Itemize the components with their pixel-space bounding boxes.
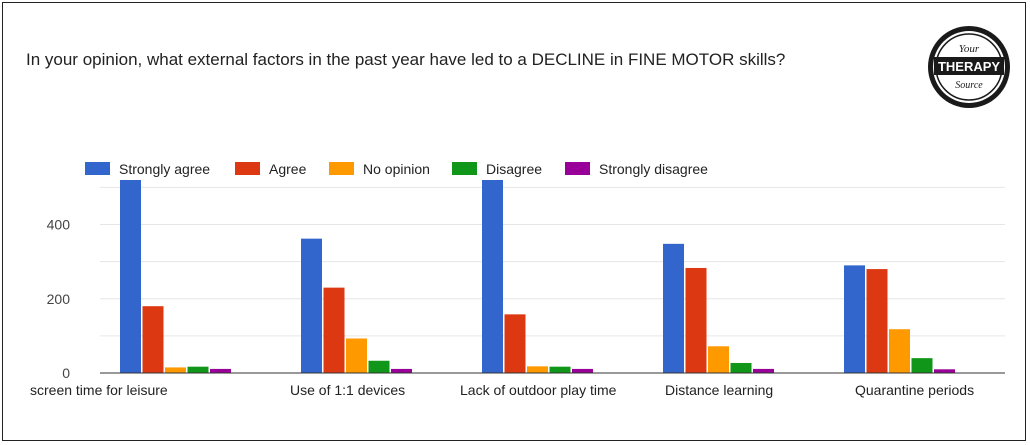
bar bbox=[391, 368, 412, 373]
x-category-label: screen time for leisure bbox=[30, 382, 168, 398]
y-tick-label: 0 bbox=[62, 365, 70, 381]
bar bbox=[730, 362, 752, 373]
bar bbox=[844, 265, 865, 373]
legend-label: Agree bbox=[269, 161, 307, 177]
bar bbox=[482, 180, 503, 373]
legend-swatch bbox=[452, 162, 477, 175]
bar bbox=[120, 180, 141, 373]
bar bbox=[572, 368, 593, 373]
bar bbox=[142, 306, 164, 373]
bar bbox=[549, 366, 571, 373]
x-category-label: Quarantine periods bbox=[855, 382, 974, 398]
logo-seal-icon bbox=[928, 26, 1010, 108]
bar bbox=[368, 360, 390, 373]
bar bbox=[187, 366, 209, 373]
bar bbox=[866, 269, 888, 373]
bar bbox=[889, 329, 910, 373]
bar bbox=[685, 267, 707, 373]
bar bbox=[753, 368, 774, 373]
bars bbox=[120, 180, 955, 373]
bar bbox=[911, 358, 933, 373]
legend: Strongly agree Agree No opinion Disagree Str… bbox=[85, 161, 708, 177]
bar bbox=[708, 346, 729, 373]
x-category-label: Use of 1:1 devices bbox=[290, 382, 405, 398]
therapy-source-logo: Your THERAPY Source bbox=[928, 26, 1010, 108]
legend-label: Disagree bbox=[486, 161, 542, 177]
bar bbox=[934, 369, 955, 373]
legend-swatch bbox=[565, 162, 590, 175]
bar bbox=[165, 367, 186, 373]
y-tick-label: 200 bbox=[47, 291, 71, 307]
axis: 0 200 400 screen time for leisure Use of 1:1… bbox=[30, 217, 1005, 398]
legend-swatch bbox=[329, 162, 354, 175]
legend-label: Strongly agree bbox=[119, 161, 210, 177]
logo-line3: Source bbox=[955, 80, 983, 91]
legend-label: No opinion bbox=[363, 161, 430, 177]
bar bbox=[210, 368, 231, 373]
bar bbox=[663, 243, 684, 373]
legend-swatch bbox=[235, 162, 260, 175]
bar bbox=[504, 314, 526, 373]
x-category-label: Lack of outdoor play time bbox=[460, 382, 617, 398]
x-category-label: Distance learning bbox=[665, 382, 773, 398]
legend-label: Strongly disagree bbox=[599, 161, 708, 177]
y-tick-label: 400 bbox=[47, 217, 71, 233]
bar bbox=[301, 238, 322, 373]
logo-line2: THERAPY bbox=[938, 59, 1000, 74]
bar bbox=[527, 366, 548, 373]
chart-title: In your opinion, what external factors i… bbox=[26, 50, 786, 69]
bar bbox=[346, 338, 367, 373]
legend-swatch bbox=[85, 162, 110, 175]
logo-line1: Your bbox=[959, 43, 980, 55]
bar bbox=[323, 287, 345, 373]
